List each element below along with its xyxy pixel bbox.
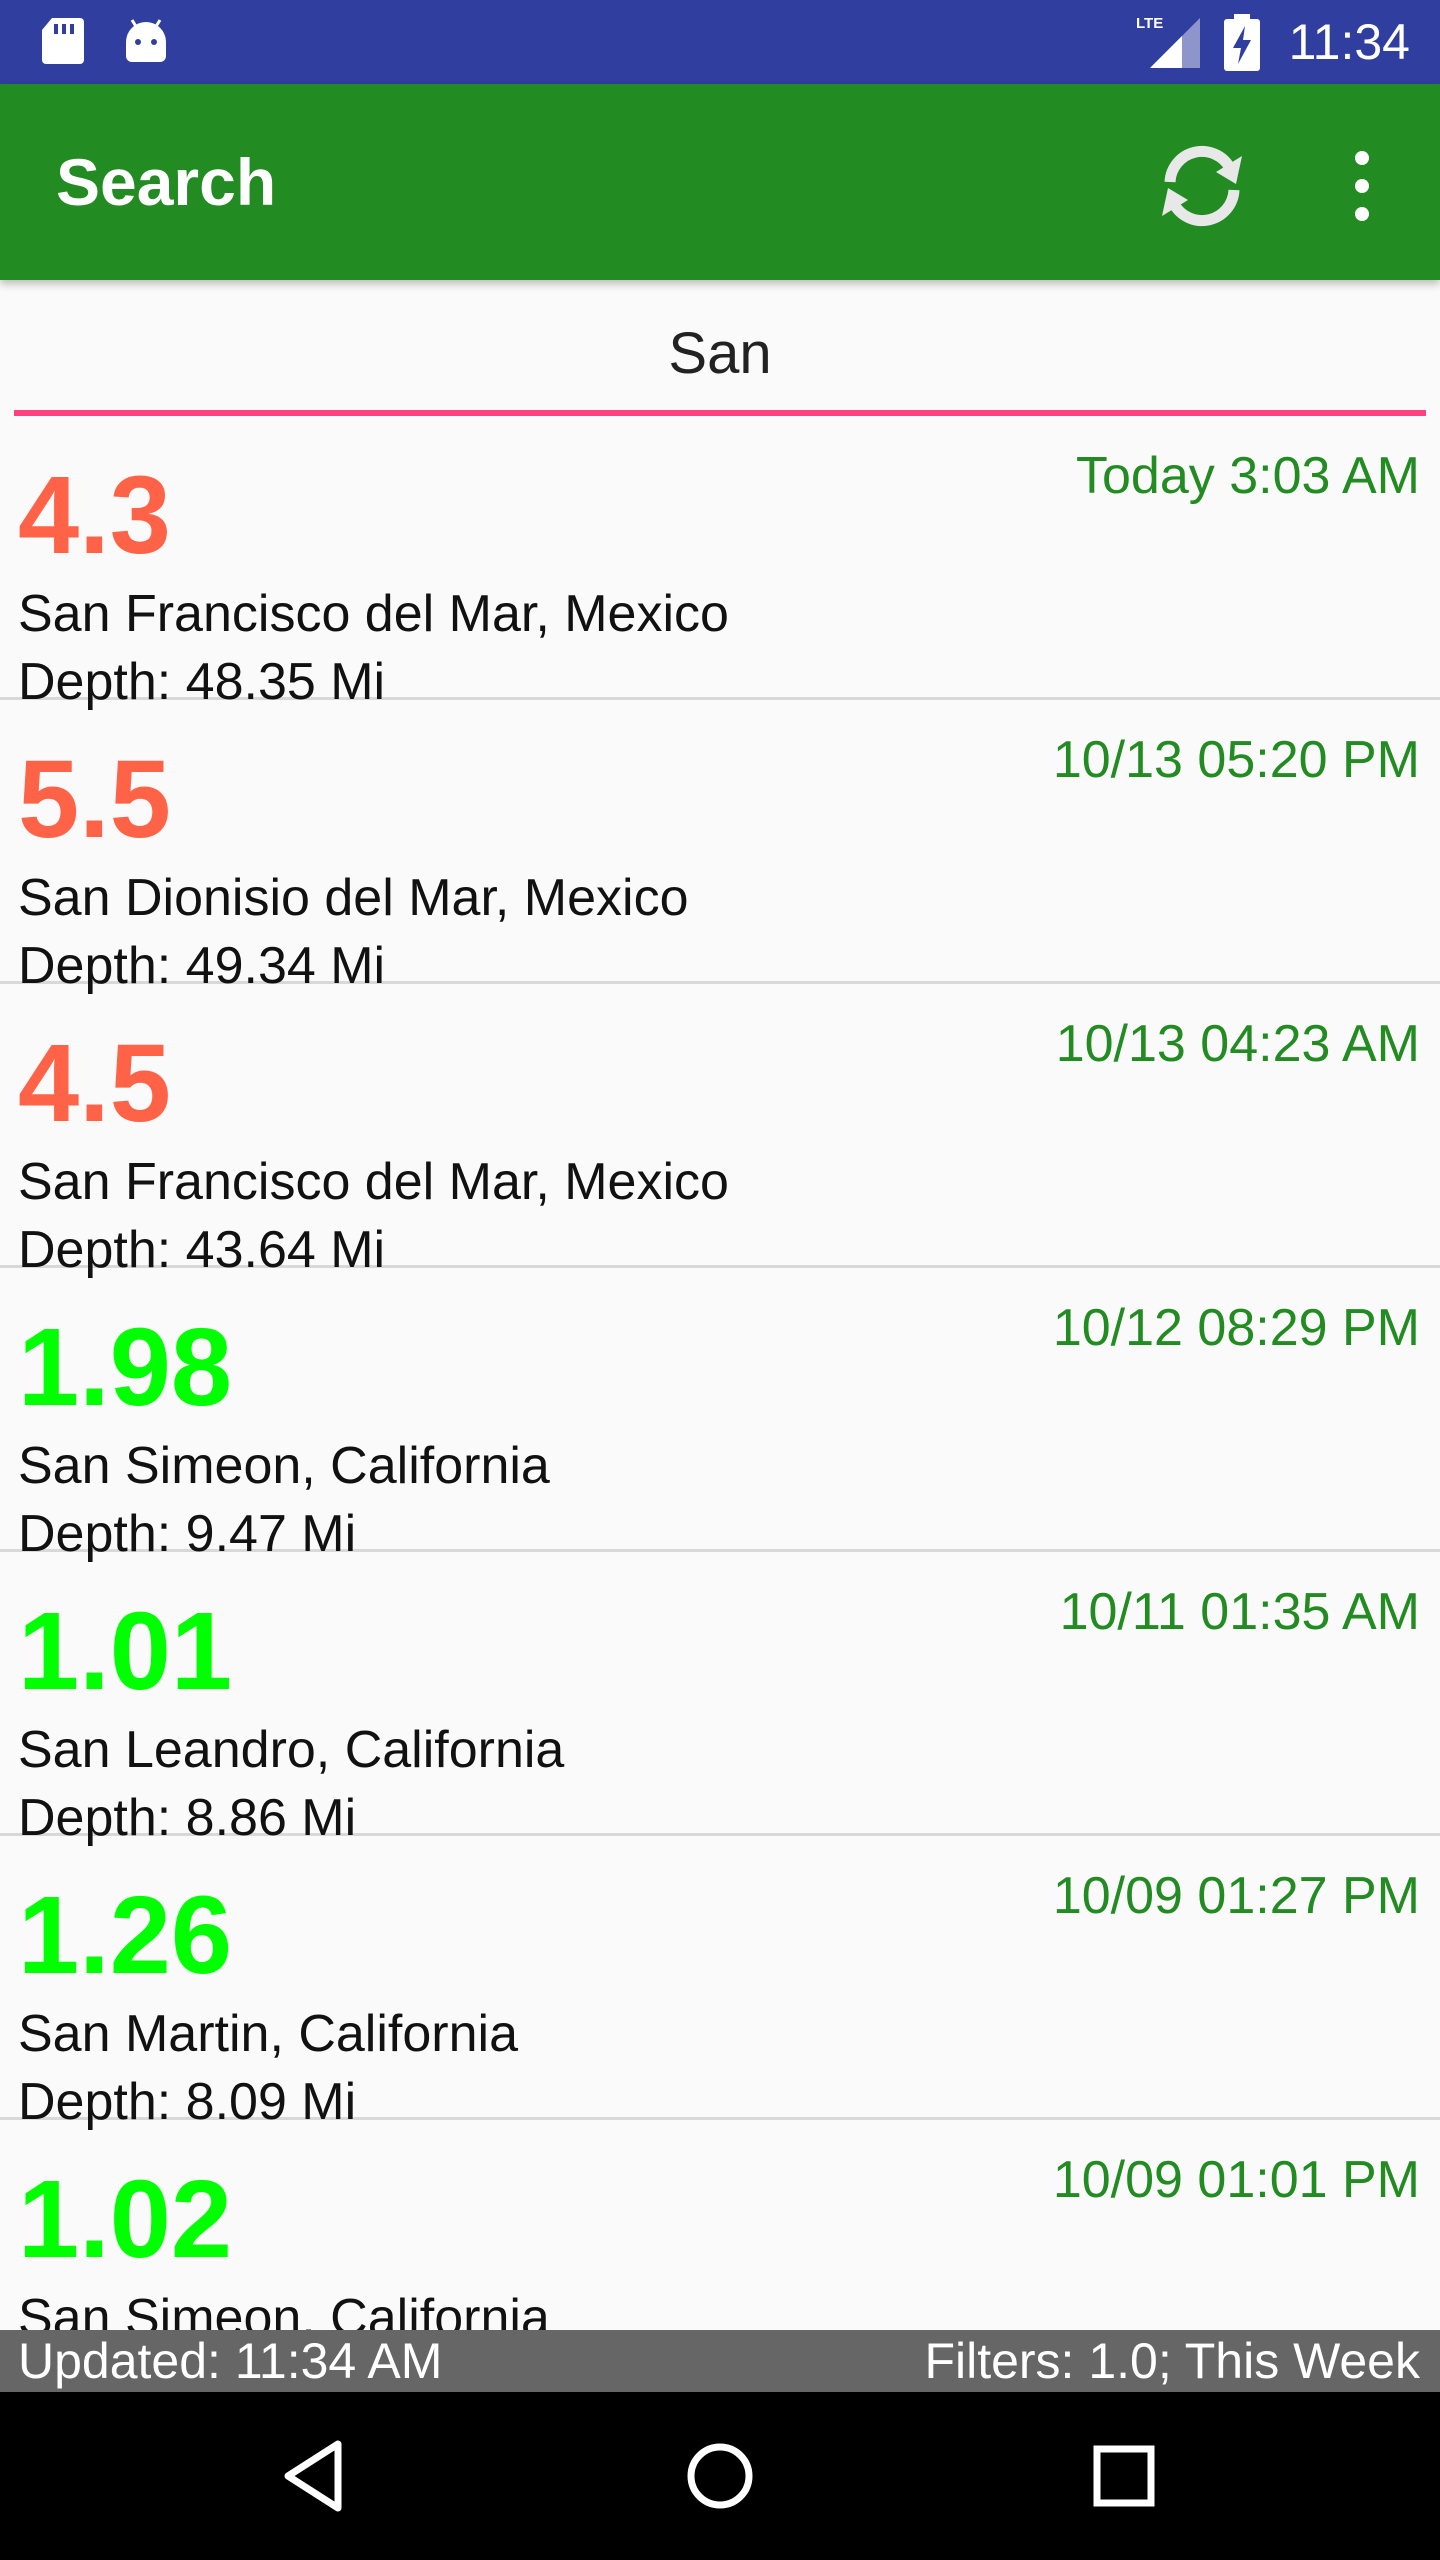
list-item[interactable]: 4.5 10/13 04:23 AM San Francisco del Mar… [0,984,1440,1279]
lte-signal-icon: LTE [1136,15,1200,68]
battery-charging-icon [1224,14,1260,71]
quake-time: 10/09 01:27 PM [1052,1867,1420,1925]
quake-time: 10/13 04:23 AM [1055,1015,1420,1073]
list-item[interactable]: 4.3 Today 3:03 AM San Francisco del Mar,… [0,416,1440,711]
list-item[interactable]: 5.5 10/13 05:20 PM San Dionisio del Mar,… [0,700,1440,995]
app-bar: Search [0,84,1440,280]
updated-time: Updated: 11:34 AM [18,2333,443,2389]
refresh-icon[interactable] [1150,134,1254,238]
list-item[interactable]: 1.26 10/09 01:27 PM San Martin, Californ… [0,1836,1440,2131]
page-title: Search [56,145,277,219]
android-icon [126,19,166,62]
clock: 11:34 [1288,14,1410,70]
quake-time: 10/12 08:29 PM [1052,1299,1420,1357]
magnitude: 4.5 [18,1022,171,1145]
magnitude: 1.26 [18,1874,233,1997]
navigation-bar [0,2392,1440,2560]
magnitude: 1.02 [18,2158,233,2281]
magnitude: 4.3 [18,454,171,577]
quake-place: San Francisco del Mar, Mexico [18,1153,729,1211]
overflow-menu-icon[interactable] [1326,134,1398,238]
magnitude: 5.5 [18,738,171,861]
magnitude: 1.01 [18,1590,233,1713]
quake-place: San Simeon, California [18,1437,550,1495]
quake-depth: Depth: 43.64 Mi [18,1221,386,1279]
quake-place: San Francisco del Mar, Mexico [18,585,729,643]
status-footer: Updated: 11:34 AM Filters: 1.0; This Wee… [0,2330,1440,2392]
status-bar: LTE 11:34 [0,0,1440,84]
quake-time: 10/11 01:35 AM [1059,1583,1420,1641]
svg-text:LTE: LTE [1136,15,1163,32]
list-item[interactable]: 1.98 10/12 08:29 PM San Simeon, Californ… [0,1268,1440,1563]
search-field [14,300,1426,416]
sd-card-icon [42,18,84,64]
quake-time: 10/13 05:20 PM [1052,731,1420,789]
back-icon[interactable] [266,2426,366,2526]
quake-depth: Depth: 8.86 Mi [18,1789,357,1847]
list-item[interactable]: 1.01 10/11 01:35 AM San Leandro, Califor… [0,1552,1440,1847]
home-icon[interactable] [670,2426,770,2526]
quake-place: San Martin, California [18,2005,518,2063]
quake-time: 10/09 01:01 PM [1052,2151,1420,2209]
quake-depth: Depth: 9.47 Mi [18,1505,357,1563]
search-underline [14,410,1426,416]
filters-summary: Filters: 1.0; This Week [924,2333,1420,2389]
recents-icon[interactable] [1074,2426,1174,2526]
list-item[interactable]: 1.02 10/09 01:01 PM San Simeon, Californ… [0,2120,1440,2330]
quake-depth: Depth: 48.35 Mi [18,653,386,711]
quake-time: Today 3:03 AM [1076,447,1420,505]
search-input[interactable] [14,300,1426,406]
quake-depth: Depth: 8.09 Mi [18,2073,357,2131]
quake-place: San Leandro, California [18,1721,565,1779]
quake-depth: Depth: 49.34 Mi [18,937,386,995]
magnitude: 1.98 [18,1306,233,1429]
quake-place: San Dionisio del Mar, Mexico [18,869,689,927]
earthquake-list[interactable]: 4.3 Today 3:03 AM San Francisco del Mar,… [0,416,1440,2330]
quake-place: San Simeon, California [18,2289,550,2330]
